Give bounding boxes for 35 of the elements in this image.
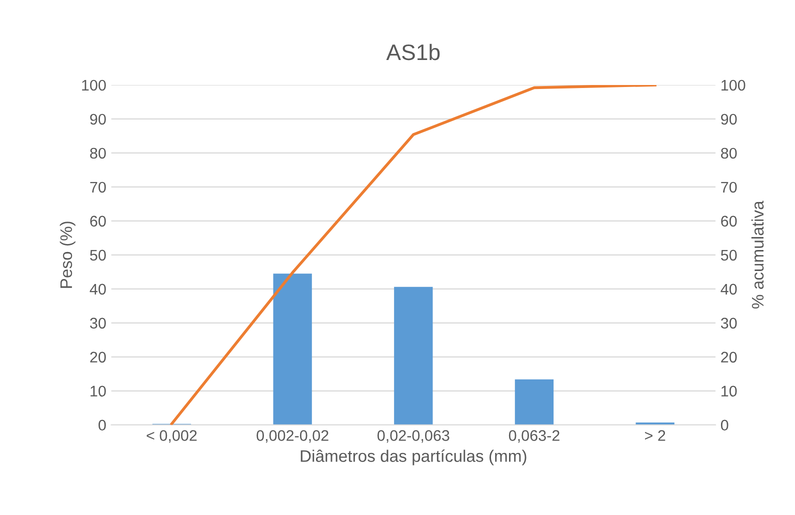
y2-tick-label: 90 xyxy=(721,114,737,125)
bar xyxy=(394,286,433,425)
y2-tick-label: 70 xyxy=(721,182,737,193)
y-tick-label: 100 xyxy=(82,80,106,91)
y-tick-label: 40 xyxy=(90,284,106,295)
y2-tick-label: 20 xyxy=(721,352,737,363)
chart-title: AS1b xyxy=(386,44,440,60)
y-tick-label: 20 xyxy=(90,352,106,363)
y2-tick-label: 80 xyxy=(721,148,737,159)
y-tick-label: 70 xyxy=(90,182,106,193)
y-tick-label: 0 xyxy=(98,420,106,431)
x-tick-label: < 0,002 xyxy=(146,430,197,443)
x-tick-label: 0,02-0,063 xyxy=(377,430,450,443)
y2-tick-label: 50 xyxy=(720,250,737,261)
y-tick-label: 60 xyxy=(90,216,106,227)
x-axis-title: Diâmetros das partículas (mm) xyxy=(300,450,526,466)
y-tick-label: 50 xyxy=(90,250,106,261)
y2-tick-label: 0 xyxy=(720,420,728,431)
line-series xyxy=(170,84,656,425)
y-tick-label: 90 xyxy=(90,114,106,125)
x-tick-label: 0,063-2 xyxy=(508,430,560,443)
y-tick-label: 30 xyxy=(90,318,106,329)
bar xyxy=(273,274,312,425)
x-tick-label: 0,002-0,02 xyxy=(256,430,328,443)
y2-axis-title: % acumulativa xyxy=(751,200,764,309)
y-tick-label: 10 xyxy=(90,386,106,397)
y2-tick-label: 40 xyxy=(720,284,737,295)
y-tick-label: 80 xyxy=(90,148,106,159)
y2-tick-label: 60 xyxy=(721,216,737,227)
x-tick-label: > 2 xyxy=(645,430,666,441)
y2-tick-label: 10 xyxy=(722,386,737,397)
y2-tick-label: 100 xyxy=(722,80,746,91)
y2-tick-label: 30 xyxy=(720,318,737,329)
y-axis-title: Peso (%) xyxy=(60,222,76,288)
bar xyxy=(514,379,554,425)
